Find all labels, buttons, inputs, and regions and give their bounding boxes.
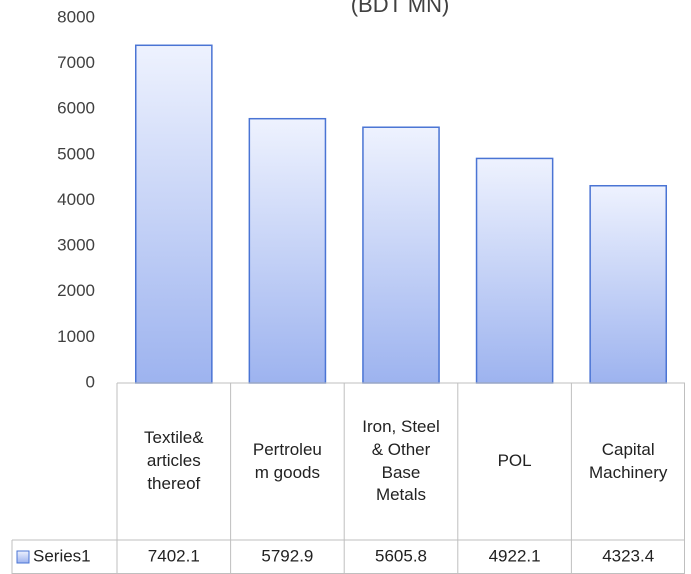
bar [362,126,440,384]
category-cell: Pertroleum goods [231,383,345,540]
y-tick-label: 4000 [57,190,95,209]
y-tick-label: 8000 [57,7,95,26]
y-tick-label: 0 [86,372,95,391]
x-tick-label: Pertroleum goods [252,439,322,482]
y-tick-label: 2000 [57,281,95,300]
category-cell: POL [458,383,572,540]
x-tick-label: Textile& articles thereof [144,428,204,493]
table-value: 4323.4 [602,546,654,565]
y-tick-label: 7000 [57,53,95,72]
category-cell: Capital Machinery [571,383,685,540]
legend-swatch [16,550,30,564]
table-value: 7402.1 [148,546,200,565]
chart-title: (BDT MN) [351,0,450,17]
bar [475,157,554,384]
table-value: 4922.1 [489,546,541,565]
legend-label: Series1 [33,546,91,565]
y-tick-label: 1000 [57,327,95,346]
x-tick-label: Capital Machinery [588,439,668,482]
category-cell: Textile& articles thereof [117,383,231,540]
category-cell: Iron, Steel & Other Base Metals [344,383,458,540]
x-tick-label: POL [497,451,532,471]
x-tick-label: Iron, Steel & Other Base Metals [362,416,440,505]
y-tick-label: 5000 [57,144,95,163]
bar [589,184,668,384]
y-tick-label: 3000 [57,236,95,255]
table-value: 5792.9 [261,546,313,565]
bar [134,44,213,384]
y-tick-label: 6000 [57,99,95,118]
table-value: 5605.8 [375,546,427,565]
bar [248,117,327,384]
